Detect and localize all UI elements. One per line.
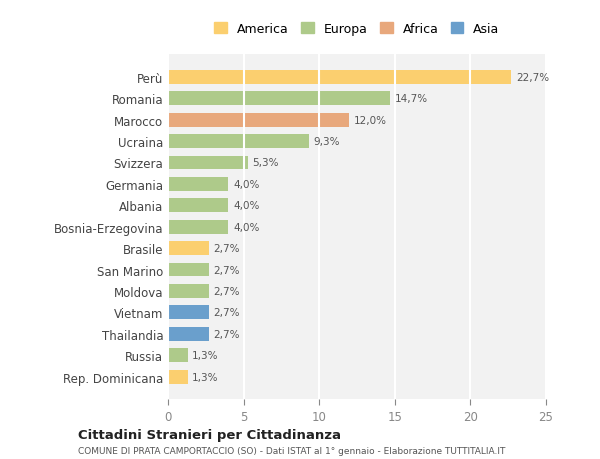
Text: 9,3%: 9,3% xyxy=(313,137,340,147)
Bar xyxy=(168,220,229,234)
Text: 14,7%: 14,7% xyxy=(395,94,428,104)
Text: 2,7%: 2,7% xyxy=(214,244,240,253)
Bar xyxy=(168,92,390,106)
Bar xyxy=(168,135,308,149)
Text: 1,3%: 1,3% xyxy=(192,350,218,360)
Bar xyxy=(168,370,188,384)
Text: 2,7%: 2,7% xyxy=(214,308,240,318)
Text: 4,0%: 4,0% xyxy=(233,222,259,232)
Text: 2,7%: 2,7% xyxy=(214,286,240,296)
Bar xyxy=(168,327,209,341)
Bar xyxy=(168,178,229,191)
Text: 2,7%: 2,7% xyxy=(214,329,240,339)
Bar xyxy=(168,348,188,362)
Legend: America, Europa, Africa, Asia: America, Europa, Africa, Asia xyxy=(208,17,506,42)
Text: 4,0%: 4,0% xyxy=(233,179,259,190)
Text: 22,7%: 22,7% xyxy=(516,73,549,83)
Bar xyxy=(168,263,209,277)
Text: 1,3%: 1,3% xyxy=(192,372,218,382)
Bar xyxy=(168,113,349,127)
Bar xyxy=(168,306,209,319)
Text: 12,0%: 12,0% xyxy=(354,115,387,125)
Bar xyxy=(168,284,209,298)
Text: Cittadini Stranieri per Cittadinanza: Cittadini Stranieri per Cittadinanza xyxy=(78,428,341,442)
Text: COMUNE DI PRATA CAMPORTACCIO (SO) - Dati ISTAT al 1° gennaio - Elaborazione TUTT: COMUNE DI PRATA CAMPORTACCIO (SO) - Dati… xyxy=(78,447,505,455)
Bar xyxy=(168,156,248,170)
Bar xyxy=(168,199,229,213)
Bar xyxy=(168,71,511,84)
Text: 5,3%: 5,3% xyxy=(253,158,279,168)
Text: 2,7%: 2,7% xyxy=(214,265,240,275)
Bar xyxy=(168,241,209,256)
Text: 4,0%: 4,0% xyxy=(233,201,259,211)
